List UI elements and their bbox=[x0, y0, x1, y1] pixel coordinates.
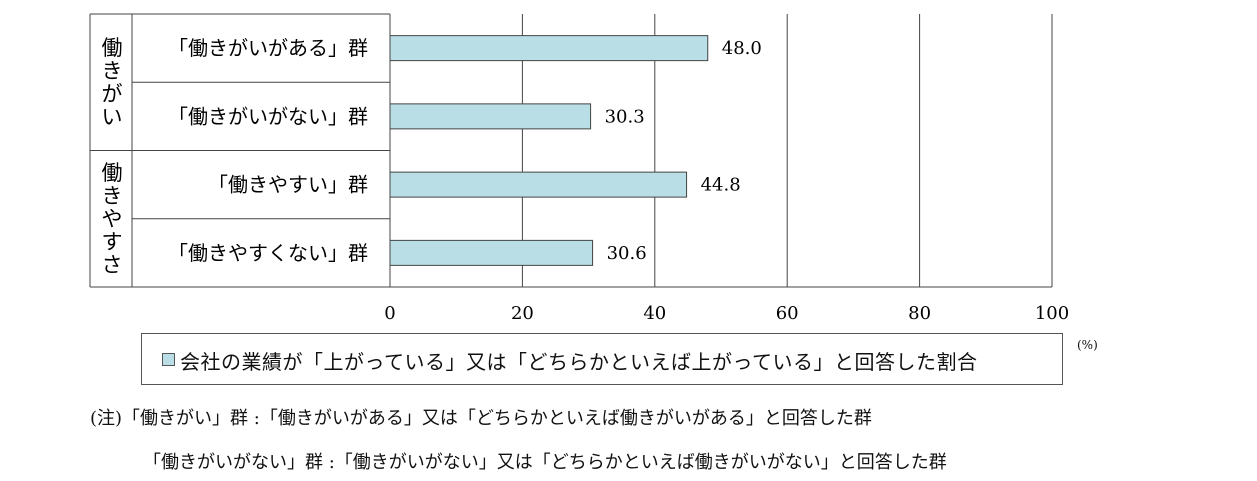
bar bbox=[389, 171, 688, 198]
data-label: 48.0 bbox=[722, 38, 762, 59]
bar bbox=[389, 103, 592, 130]
bar bbox=[389, 35, 709, 62]
unit-label: (%) bbox=[1077, 338, 1098, 352]
x-tick-label: 40 bbox=[643, 303, 666, 324]
legend-label: 会社の業績が「上がっている」又は「どちらかといえば上がっている」と回答した割合 bbox=[180, 350, 978, 374]
category-label: 「働きがいがある」群 bbox=[168, 36, 368, 60]
x-tick-label: 80 bbox=[908, 303, 931, 324]
data-label: 30.6 bbox=[607, 243, 647, 264]
x-tick-label: 20 bbox=[511, 303, 534, 324]
bar bbox=[389, 239, 594, 266]
x-tick-label: 60 bbox=[776, 303, 799, 324]
legend: 会社の業績が「上がっている」又は「どちらかといえば上がっている」と回答した割合 bbox=[141, 333, 1063, 385]
category-label: 「働きやすい」群 bbox=[208, 173, 368, 197]
category-label: 「働きがいがない」群 bbox=[168, 104, 368, 128]
data-label: 30.3 bbox=[605, 106, 645, 127]
note-line-1: (注)「働きがい」群 :「働きがいがある」又は「どちらかといえば働きがいがある」… bbox=[90, 408, 872, 429]
x-tick-label: 0 bbox=[384, 303, 395, 324]
category-label: 「働きやすくない」群 bbox=[168, 241, 368, 265]
legend-swatch bbox=[162, 353, 175, 366]
group-label: 働きやすさ bbox=[102, 161, 123, 277]
data-label: 44.8 bbox=[701, 175, 741, 196]
note-line-2: 「働きがいがない」群 :「働きがいがない」又は「どちらかといえば働きがいがない」… bbox=[143, 452, 947, 473]
group-label: 働きがい bbox=[102, 36, 123, 129]
x-tick-label: 100 bbox=[1035, 303, 1069, 324]
